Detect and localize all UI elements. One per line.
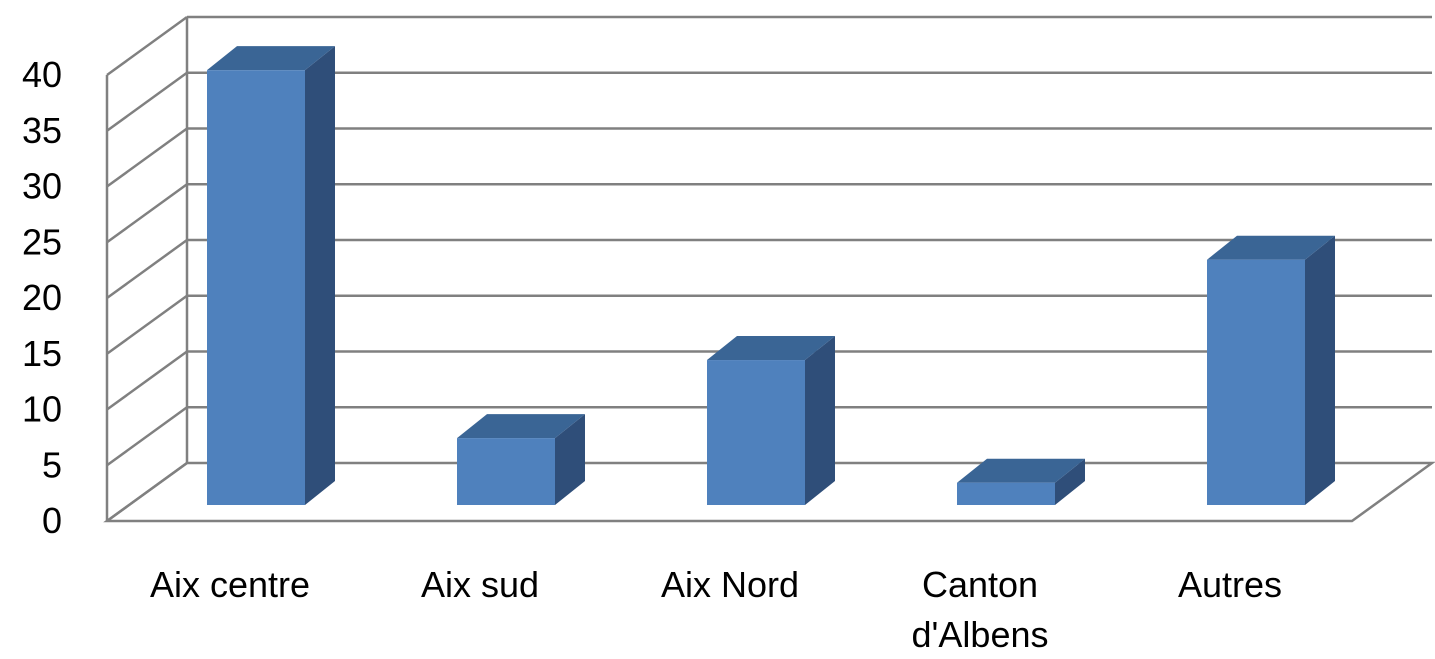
y-tick-label: 40 [22,54,62,95]
bar-side [555,414,585,505]
bar-side [1055,458,1085,505]
bar-front [707,360,805,505]
bar-front [1207,259,1305,505]
gridline-side [106,406,188,467]
chart-floor [103,461,1435,523]
gridline-side [106,238,188,300]
y-tick-label: 0 [42,500,62,541]
x-category-label: Aix Nord [661,564,799,605]
y-tick-label: 25 [22,221,62,262]
bar-top [457,414,585,439]
y-tick-label: 10 [22,389,62,430]
y-tick-label: 20 [22,277,62,318]
y-axis-ticks: 0 5 10 15 20 25 30 35 40 [22,54,62,541]
gridline-side [106,15,188,77]
bar-front [457,438,555,505]
gridline-side [106,350,188,411]
gridline-side [106,183,188,244]
bar-layer [207,46,1335,506]
bar-side [805,336,835,505]
y-tick-label: 5 [42,444,62,485]
bar-top [707,336,835,361]
y-tick-label: 15 [22,333,62,374]
bar [457,414,585,505]
bar [707,336,835,505]
y-tick-label: 35 [22,110,62,151]
x-category-label: Autres [1178,564,1282,605]
bar-front [207,70,305,506]
x-category-label: Aix centre [150,564,310,605]
bar [207,46,335,506]
bar-side [305,46,335,506]
gridline-side [106,294,188,355]
gridline-side [106,71,188,132]
bar [1207,235,1335,505]
bar-top [957,458,1085,483]
gridline-side [106,127,188,188]
bar-side [1305,235,1335,505]
grid-layer [103,15,1435,523]
x-category-label: Canton d'Albens [912,564,1049,655]
bar-top [1207,235,1335,260]
bar [957,458,1085,505]
x-category-label: Aix sud [421,564,539,605]
x-axis-categories: Aix centre Aix sud Aix Nord Canton d'Albens A… [150,564,1282,655]
y-tick-label: 30 [22,166,62,207]
bar-front [957,482,1055,505]
bar-top [207,46,335,71]
